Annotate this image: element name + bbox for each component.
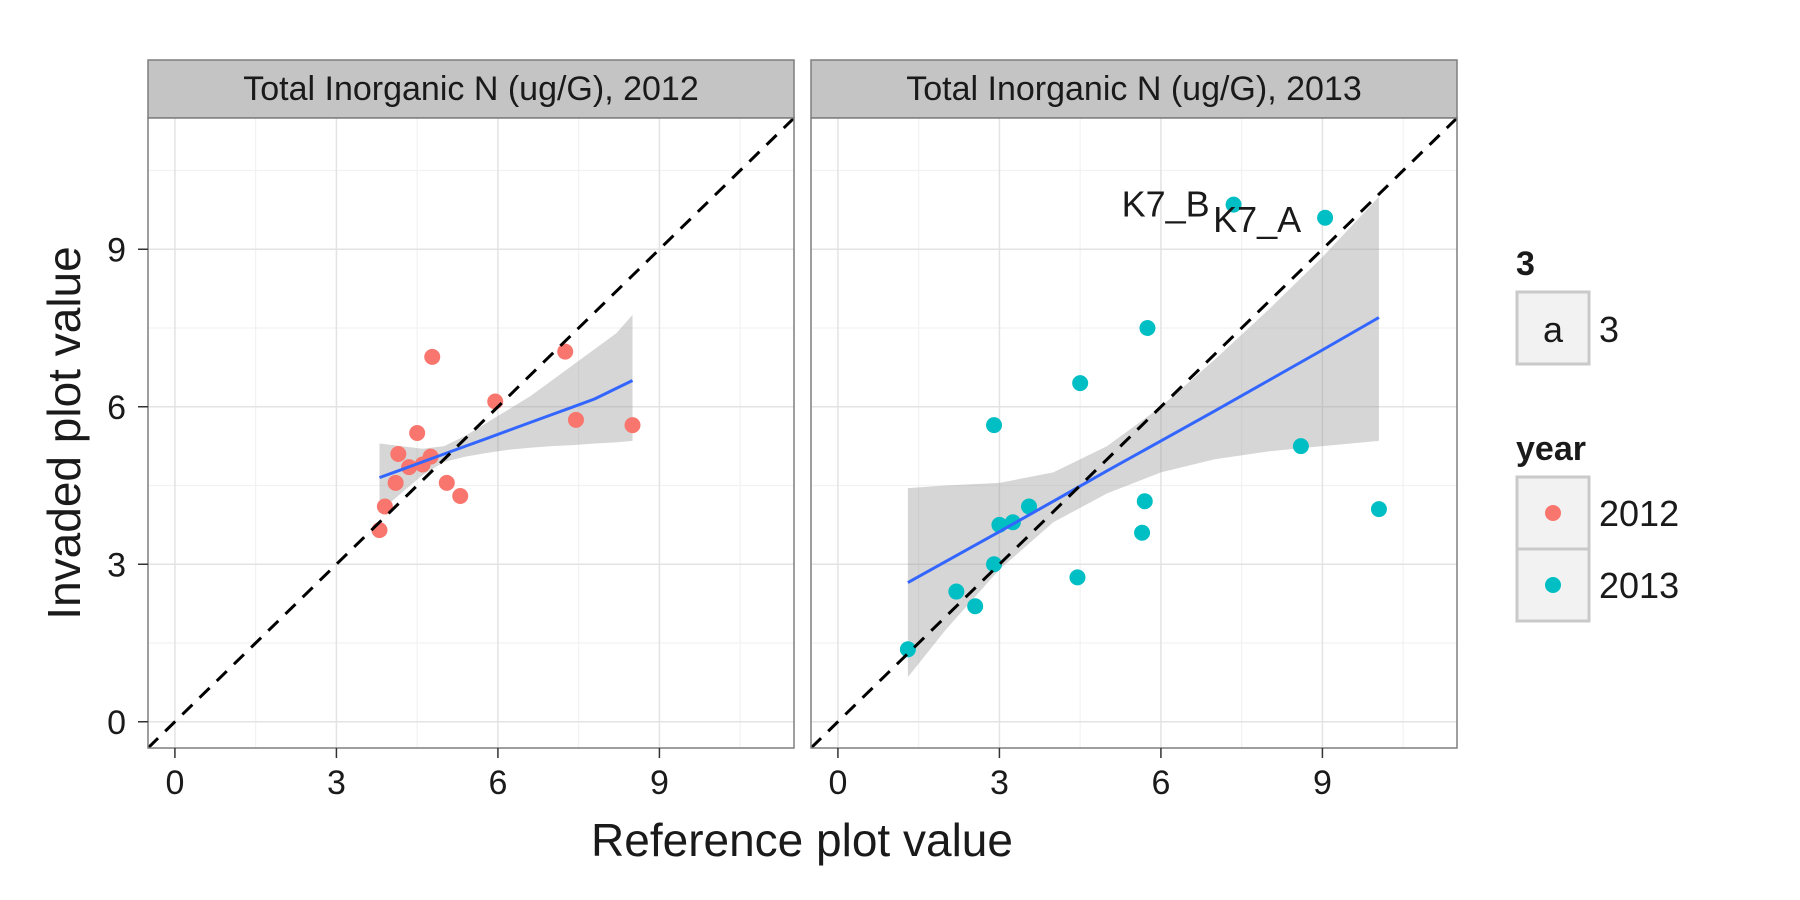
y-tick-label: 0	[107, 704, 126, 742]
data-point-2013-14	[1225, 196, 1242, 213]
data-point-2013-9	[1069, 569, 1086, 586]
point-label-K7_A: K7_A	[1213, 199, 1301, 240]
data-point-2012-3	[387, 474, 404, 491]
panel-border-1	[147, 117, 795, 749]
panel-content-2	[811, 118, 1457, 748]
legend-label-2013: 2013	[1599, 565, 1679, 606]
legend-marker-2012	[1545, 505, 1561, 521]
facet-strip-1	[147, 59, 795, 119]
legend-title-3: 3	[1516, 245, 1535, 283]
point-label-K7_B: K7_B	[1122, 184, 1210, 225]
x-tick-label: 3	[327, 764, 346, 802]
legend-label-2012: 2012	[1599, 493, 1679, 534]
facet-title-2: Total Inorganic N (ug/G), 2013	[906, 70, 1361, 108]
x-tick-label: 6	[1151, 764, 1170, 802]
data-point-2012-4	[390, 446, 407, 462]
data-point-2012-12	[487, 393, 504, 410]
grid-1	[148, 118, 794, 748]
data-point-2012-11	[452, 488, 469, 504]
legend-marker-2013	[1545, 577, 1561, 593]
x-tick-label: 9	[1313, 764, 1332, 802]
data-point-2012-10	[438, 474, 455, 491]
data-point-2013-1	[899, 641, 916, 658]
data-point-2012-1	[371, 522, 388, 539]
data-point-2012-15	[624, 417, 641, 434]
data-point-2013-3	[967, 598, 984, 615]
one-to-one-line	[811, 118, 1457, 748]
y-tick-label: 9	[107, 231, 126, 269]
regression-line	[378, 379, 634, 480]
x-axis-title: Reference plot value	[591, 814, 1013, 866]
data-point-2013-17	[1370, 501, 1387, 518]
data-point-2013-12	[1136, 493, 1153, 510]
data-point-2013-13	[1139, 320, 1156, 336]
data-point-2013-15	[1292, 438, 1309, 455]
legend-key-letter: a	[1543, 309, 1564, 350]
panel-border-2	[810, 117, 1458, 749]
x-tick-label: 6	[488, 764, 507, 802]
data-point-2013-4	[986, 417, 1003, 434]
confidence-ribbon	[907, 196, 1379, 678]
data-point-2012-9	[424, 348, 441, 365]
x-tick-label: 0	[828, 764, 847, 802]
data-point-2012-13	[557, 343, 574, 360]
x-tick-label: 3	[990, 764, 1009, 802]
legend-label-3: 3	[1599, 309, 1619, 350]
y-tick-label: 6	[107, 389, 126, 427]
data-point-2013-11	[1134, 524, 1151, 541]
x-tick-label: 0	[165, 764, 184, 802]
data-point-2012-2	[376, 498, 393, 515]
one-to-one-line	[148, 118, 794, 748]
legend: 3a 3 year 2012 2013	[1515, 245, 1679, 623]
y-axis-title: Invaded plot value	[38, 246, 90, 619]
legend-title-year: year	[1516, 430, 1586, 468]
regression-line	[907, 316, 1380, 584]
data-point-2012-14	[567, 411, 584, 428]
data-point-2013-10	[1072, 375, 1089, 392]
data-point-2013-5	[986, 556, 1003, 573]
data-point-2013-16	[1317, 209, 1334, 226]
y-tick-label: 3	[107, 546, 126, 584]
data-point-2012-6	[409, 425, 426, 441]
legend-key-a	[1515, 290, 1591, 366]
panel-content-1	[148, 118, 794, 748]
data-point-2013-2	[948, 583, 965, 600]
data-point-2013-8	[1021, 498, 1038, 515]
x-tick-label: 9	[650, 764, 669, 802]
facet-title-1: Total Inorganic N (ug/G), 2012	[243, 70, 698, 108]
